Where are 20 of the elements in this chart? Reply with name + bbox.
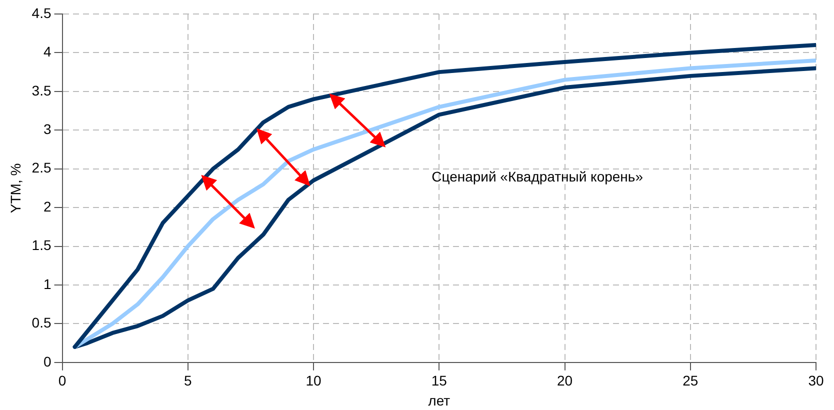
- x-tick-label: 25: [682, 372, 698, 389]
- y-tick-label: 2.5: [32, 160, 52, 176]
- y-tick-label: 0.5: [32, 314, 52, 331]
- x-tick-label: 0: [58, 372, 66, 389]
- y-tick-label: 3: [43, 120, 52, 137]
- y-tick-label: 2: [43, 198, 52, 214]
- x-tick-label: 10: [306, 372, 322, 389]
- y-tick-label: 1.5: [32, 237, 52, 254]
- x-tick-label: 20: [556, 372, 573, 389]
- x-tick-label: 5: [184, 372, 192, 389]
- y-axis-title: YTM, %: [7, 163, 24, 214]
- x-tick-label: 30: [808, 372, 824, 389]
- x-tick-label: 15: [431, 372, 448, 389]
- annotation: Сценарий «Квадратный корень»: [432, 168, 644, 185]
- y-tick-label: 4: [43, 44, 52, 60]
- y-tick-label: 4.5: [32, 4, 52, 21]
- y-tick-label: 0: [43, 353, 52, 370]
- x-axis-title: лет: [428, 392, 451, 408]
- y-tick-label: 1: [43, 276, 52, 292]
- y-tick-label: 3.5: [32, 82, 52, 98]
